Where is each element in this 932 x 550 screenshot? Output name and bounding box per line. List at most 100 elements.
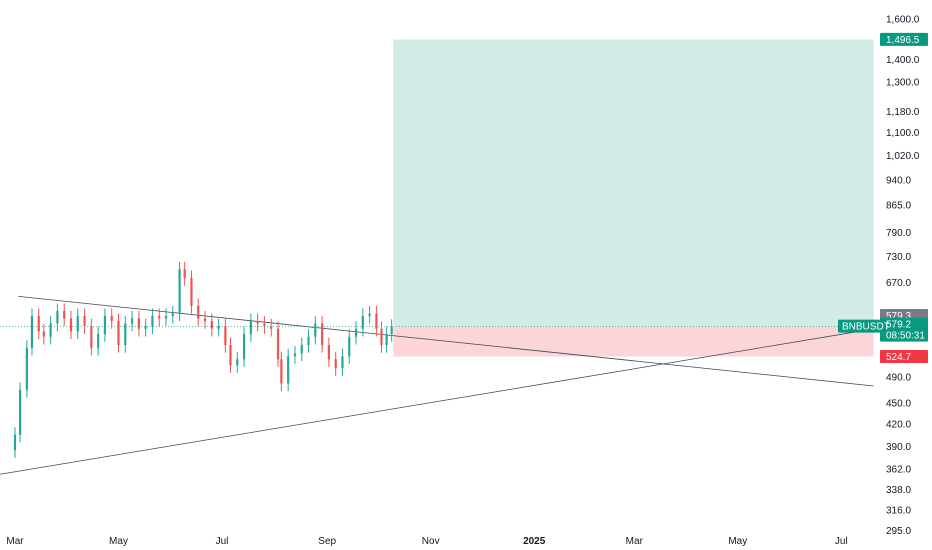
- price-tick-label: 1,180.0: [886, 107, 920, 118]
- candle-body: [361, 315, 364, 329]
- time-tick-label: Nov: [422, 536, 440, 547]
- price-tick-label: 390.0: [886, 442, 911, 453]
- price-tick-label: 670.0: [886, 278, 911, 289]
- candle-body: [56, 310, 59, 324]
- price-tick-label: 295.0: [886, 526, 911, 537]
- time-tick-label: 2025: [523, 536, 546, 547]
- time-tick-label: May: [728, 536, 747, 547]
- price-axis[interactable]: 1,600.0 1,400.0 1,300.0 1,180.0 1,100.0 1,020…: [886, 15, 920, 538]
- candle-body: [63, 310, 66, 319]
- price-tick-label: 450.0: [886, 398, 911, 409]
- candle-body: [110, 315, 113, 322]
- candle-body: [334, 359, 337, 369]
- time-tick-label: Mar: [6, 536, 24, 547]
- stop-price-badge-bg: [880, 349, 928, 363]
- candle-body: [164, 315, 168, 319]
- candle-body: [276, 328, 280, 360]
- time-tick-label: Sep: [318, 536, 336, 547]
- candle-body: [25, 347, 28, 390]
- candle-body: [210, 321, 213, 329]
- candle-body: [280, 359, 283, 384]
- candle-body: [144, 326, 147, 329]
- candle-body: [151, 315, 154, 327]
- time-tick-label: May: [109, 536, 128, 547]
- candle-body: [242, 334, 246, 360]
- candle-body: [37, 315, 40, 332]
- candle-body: [69, 318, 73, 332]
- price-tick-label: 1,400.0: [886, 55, 920, 66]
- symbol-label: BNBUSDT: [838, 319, 890, 333]
- candle-body: [380, 328, 383, 346]
- time-tick-label: Mar: [626, 536, 644, 547]
- trendlines[interactable]: [0, 295, 888, 484]
- candle-body: [293, 353, 297, 357]
- candle-body: [270, 326, 273, 329]
- candle-body: [178, 269, 181, 314]
- candle-body: [249, 321, 252, 335]
- candle-body: [117, 321, 120, 346]
- candle-body: [137, 318, 140, 329]
- candle-body: [385, 334, 388, 346]
- entry-price-badge-text: 579.3: [886, 311, 911, 322]
- time-tick-label: Jul: [835, 536, 848, 547]
- price-tick-label: 362.0: [886, 464, 911, 475]
- candle-body: [300, 345, 303, 354]
- symbol-label-text: BNBUSDT: [842, 322, 890, 333]
- time-tick-label: Jul: [216, 536, 229, 547]
- candle-body: [171, 313, 174, 316]
- price-tick-label: 420.0: [886, 419, 911, 430]
- trendline-1[interactable]: [18, 295, 874, 387]
- candle-body: [348, 336, 351, 357]
- candle-body: [158, 315, 161, 319]
- target-price-badge: 1,496.5: [880, 32, 928, 46]
- candle-body: [256, 321, 259, 324]
- price-tick-label: 790.0: [886, 228, 911, 239]
- loss-zone: [393, 326, 874, 357]
- stop-price-badge: 524.7: [880, 349, 928, 363]
- candle-body: [314, 323, 317, 337]
- price-tick-label: 490.0: [886, 373, 911, 384]
- candle-body: [90, 326, 93, 348]
- candle-body: [229, 345, 232, 366]
- candle-body: [42, 331, 45, 337]
- time-axis[interactable]: Mar May Jul Sep Nov 2025 Mar May Jul: [6, 536, 847, 547]
- price-tick-label: 338.0: [886, 485, 911, 496]
- candle-body: [390, 326, 393, 335]
- last-price-badge-text: 08:50:31: [886, 331, 925, 342]
- candle-body: [183, 269, 186, 279]
- symbol-label-bg: [838, 319, 880, 333]
- last-price-badge-bg: [880, 317, 928, 342]
- candle-body: [341, 356, 344, 369]
- candle-body: [307, 336, 310, 346]
- target-price-badge-text: 1,496.5: [886, 35, 920, 46]
- candle-body: [124, 323, 127, 346]
- candle-body: [327, 345, 330, 360]
- position-zones: [393, 39, 874, 357]
- candle-body: [263, 323, 266, 327]
- last-price-badge-text: 579.2: [886, 320, 911, 331]
- candle-body: [13, 434, 17, 451]
- profit-zone: [393, 39, 874, 327]
- candle-body: [18, 389, 22, 435]
- candle-body: [321, 323, 324, 346]
- candle-body: [354, 328, 358, 337]
- candle-body: [97, 334, 100, 348]
- candle-body: [224, 326, 227, 346]
- candle-body: [130, 318, 134, 324]
- trendline-2[interactable]: [0, 326, 888, 484]
- target-price-badge-bg: [880, 32, 928, 46]
- candlestick-series: [13, 261, 393, 458]
- candle-body: [30, 315, 34, 348]
- price-tick-label: 940.0: [886, 176, 911, 187]
- stop-price-badge-text: 524.7: [886, 352, 911, 363]
- candle-body: [76, 315, 79, 332]
- candle-body: [103, 315, 107, 335]
- candle-body: [190, 278, 193, 306]
- candle-body: [197, 305, 200, 319]
- candle-body: [368, 313, 371, 316]
- price-tick-label: 865.0: [886, 201, 911, 212]
- candle-body: [236, 359, 239, 366]
- price-tick-label: 730.0: [886, 252, 911, 263]
